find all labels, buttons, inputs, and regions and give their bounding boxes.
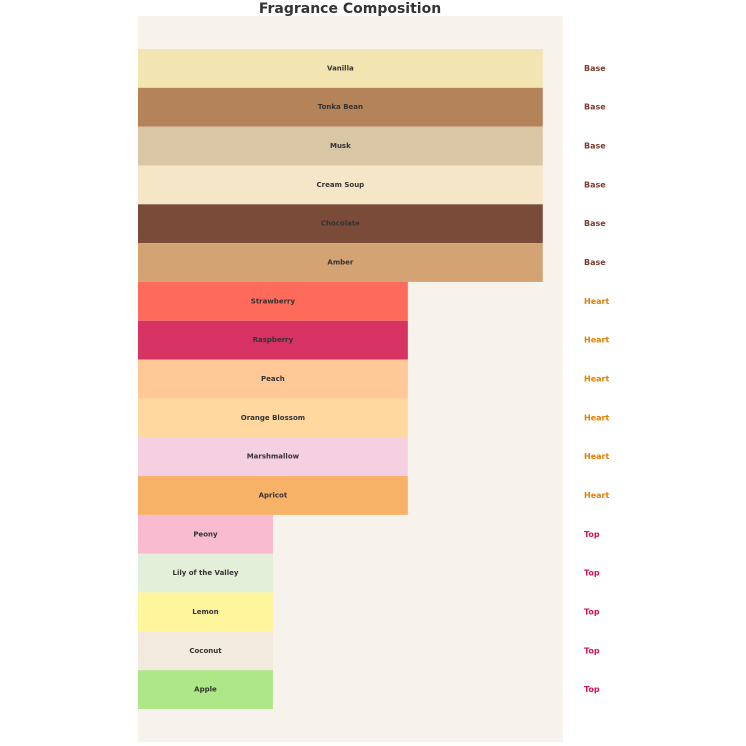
bar: [138, 126, 543, 166]
bar: [138, 670, 273, 709]
tier-label: Heart: [584, 413, 609, 422]
bar: [138, 592, 273, 632]
bar-label: Peach: [261, 375, 285, 383]
tier-label: Heart: [584, 336, 609, 345]
tier-label: Base: [584, 258, 606, 267]
tier-label: Top: [584, 685, 600, 694]
bar: [138, 476, 408, 515]
tier-label: Heart: [584, 297, 609, 306]
bar: [138, 398, 408, 438]
bar-label: Amber: [327, 259, 353, 267]
tier-label: Base: [584, 103, 606, 112]
tier-label: Base: [584, 219, 606, 228]
bar: [138, 281, 408, 321]
bar-label: Marshmallow: [247, 453, 300, 461]
tier-label: Heart: [584, 375, 609, 384]
bar-label: Apple: [194, 686, 217, 694]
tier-label: Base: [584, 180, 606, 189]
bar: [138, 514, 273, 554]
bar-label: Tonka Bean: [318, 103, 363, 111]
bar-label: Raspberry: [253, 336, 294, 344]
bar-label: Lemon: [192, 608, 218, 616]
tier-label: Top: [584, 569, 600, 578]
bar: [138, 204, 543, 244]
bar-label: Orange Blossom: [241, 414, 305, 422]
tier-label: Base: [584, 64, 606, 73]
bar: [138, 87, 543, 127]
bar: [138, 165, 543, 205]
bar-label: Lily of the Valley: [172, 569, 238, 577]
tier-label: Top: [584, 607, 600, 616]
bar: [138, 553, 273, 593]
bar: [138, 320, 408, 360]
tier-label: Top: [584, 530, 600, 539]
tier-label: Base: [584, 142, 606, 151]
tier-label: Heart: [584, 491, 609, 500]
bar: [138, 631, 273, 671]
bar-label: Apricot: [259, 491, 288, 499]
bar: [138, 49, 543, 88]
bar-label: Coconut: [189, 647, 222, 655]
tier-label: Heart: [584, 452, 609, 461]
bar: [138, 243, 543, 282]
bar: [138, 359, 408, 399]
tier-label: Top: [584, 646, 600, 655]
bar-label: Chocolate: [321, 220, 360, 228]
bar-label: Vanilla: [327, 64, 354, 72]
bar-label: Musk: [330, 142, 351, 150]
bar-label: Strawberry: [251, 297, 296, 305]
bar-label: Cream Soup: [317, 181, 365, 189]
chart-title: Fragrance Composition: [259, 1, 441, 17]
bar-label: Peony: [193, 530, 218, 538]
bar: [138, 437, 408, 477]
